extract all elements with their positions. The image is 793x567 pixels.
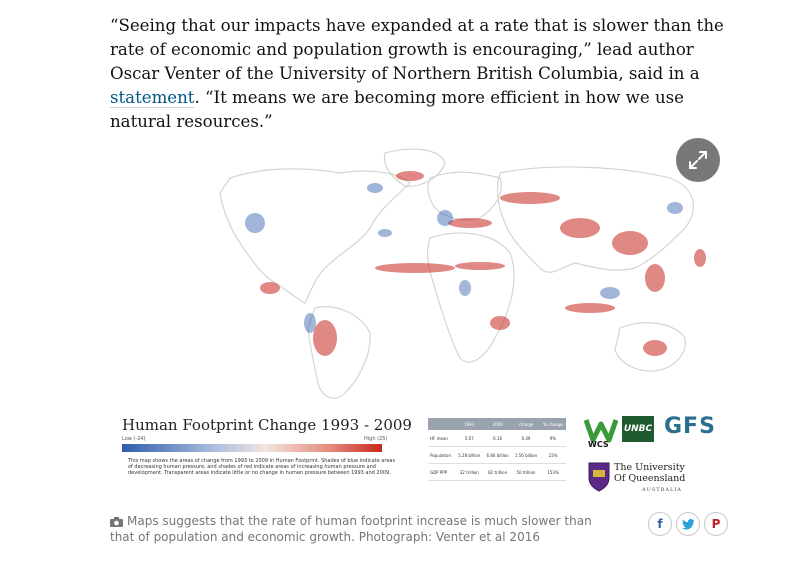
table-cell: HF mean (428, 430, 456, 447)
increase-patches (260, 171, 706, 356)
table-header: 2009 (483, 418, 512, 430)
table-header: % change (540, 418, 566, 430)
table-row: GDP PPP 32 trillion 82 trillion 50 trill… (428, 463, 566, 481)
quote-text-start: “Seeing that our impacts have expanded a… (110, 16, 724, 83)
table-header: change (511, 418, 541, 430)
decrease-patches (245, 183, 683, 333)
south-america-outline (307, 306, 371, 399)
expand-button[interactable] (676, 138, 720, 182)
legend-low-label: Low (-24) (122, 436, 146, 442)
quote-text-end: . “It means we are becoming more efficie… (110, 88, 684, 131)
gfs-logo: GFS (664, 414, 716, 439)
unbc-logo: UNBC (622, 416, 654, 442)
partner-logos: WCS UNBC GFS The University Of Queenslan… (584, 414, 724, 500)
north-america-outline (219, 168, 411, 304)
figure-caption: Maps suggests that the rate of human foo… (110, 513, 605, 545)
table-cell: 82 trillion (483, 463, 512, 481)
uq-line-2: Of Queensland (614, 473, 686, 484)
table-cell: 0.49 (511, 430, 541, 447)
table-cell: 153% (540, 463, 566, 481)
uq-line-1: The University (614, 462, 685, 473)
wcs-logo-text: WCS (588, 440, 609, 449)
table-cell: 5.67 (455, 430, 484, 447)
legend-title: Human Footprint Change 1993 - 2009 (122, 416, 412, 434)
table-cell: 6.16 (483, 430, 512, 447)
table-header (428, 418, 456, 430)
asia-outline (496, 166, 694, 273)
table-cell: 1.56 billion (511, 446, 541, 464)
share-twitter-button[interactable] (676, 512, 700, 536)
table-cell: 32 trillion (455, 463, 484, 481)
table-cell: 23% (540, 446, 566, 464)
table-cell: Population (428, 446, 456, 464)
europe-outline (427, 171, 502, 221)
share-pinterest-button[interactable]: P (704, 512, 728, 536)
table-cell: 50 trillion (511, 463, 541, 481)
pinterest-icon: P (711, 517, 721, 531)
table-header: 1993 (455, 418, 484, 430)
uq-sub-text: AUSTRALIA (642, 487, 682, 493)
australia-outline (614, 322, 686, 372)
stats-table: 1993 2009 change % change HF mean 5.67 6… (428, 418, 566, 481)
table-cell: 6.84 billion (483, 446, 512, 464)
legend-description: This map shows the areas of change from … (128, 458, 396, 476)
table-row: Population 5.28 billion 6.84 billion 1.5… (428, 446, 566, 464)
expand-arrows-icon (689, 151, 707, 169)
statement-link[interactable]: statement (110, 88, 195, 108)
uq-crest-icon (588, 462, 610, 492)
africa-outline (426, 232, 515, 363)
world-map (219, 148, 706, 399)
legend-high-label: High (25) (364, 436, 388, 442)
share-buttons: f P (648, 512, 728, 536)
camera-icon (110, 516, 123, 527)
table-row: HF mean 5.67 6.16 0.49 9% (428, 430, 566, 447)
twitter-icon (681, 518, 694, 529)
facebook-icon: f (657, 517, 663, 531)
footprint-figure: Human Footprint Change 1993 - 2009 Low (… (110, 128, 730, 503)
table-header-row: 1993 2009 change % change (428, 418, 566, 430)
article-paragraph: “Seeing that our impacts have expanded a… (110, 14, 740, 134)
wcs-logo (584, 419, 618, 443)
legend-color-bar (122, 444, 382, 452)
uq-logo-text: The University Of Queensland (614, 462, 685, 484)
table-cell: GDP PPP (428, 463, 456, 481)
caption-text: Maps suggests that the rate of human foo… (110, 514, 592, 544)
greenland-outline (383, 148, 446, 187)
table-cell: 9% (540, 430, 566, 447)
legend-panel: Human Footprint Change 1993 - 2009 Low (… (110, 406, 730, 503)
share-facebook-button[interactable]: f (648, 512, 672, 536)
table-cell: 5.28 billion (455, 446, 484, 464)
